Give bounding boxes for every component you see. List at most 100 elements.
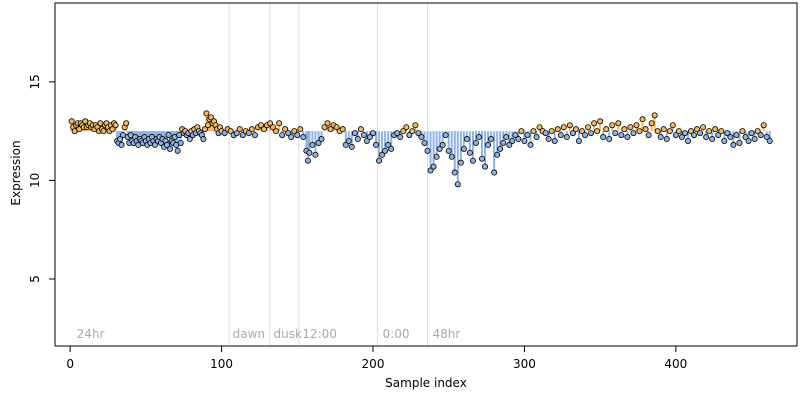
data-point <box>442 132 449 139</box>
time-annotation: dusk <box>274 327 302 341</box>
data-point <box>221 130 228 137</box>
data-point <box>557 132 564 139</box>
data-point <box>351 130 358 137</box>
data-point <box>200 136 207 143</box>
data-point <box>545 136 552 143</box>
data-point <box>588 130 595 137</box>
data-point <box>164 141 171 148</box>
data-point <box>645 132 652 139</box>
data-point <box>227 128 234 135</box>
data-point <box>400 128 407 135</box>
data-point <box>494 151 501 158</box>
data-point <box>730 141 737 148</box>
data-point <box>436 145 443 152</box>
data-point <box>479 155 486 162</box>
x-tick-label: 0 <box>66 357 74 371</box>
data-points <box>68 110 773 188</box>
data-point <box>327 126 334 133</box>
data-point <box>582 132 589 139</box>
data-point <box>469 157 476 164</box>
x-tick-label: 300 <box>513 357 536 371</box>
y-axis-label: Expression <box>9 140 23 205</box>
data-point <box>597 118 604 125</box>
data-point <box>282 126 289 133</box>
data-point <box>697 130 704 137</box>
data-point <box>748 130 755 137</box>
data-point <box>186 136 193 143</box>
data-point <box>233 130 240 137</box>
data-point <box>660 126 667 133</box>
data-point <box>267 120 274 127</box>
data-point <box>415 130 422 137</box>
data-point <box>300 134 307 141</box>
data-point <box>151 141 158 148</box>
data-point <box>279 132 286 139</box>
data-point <box>742 134 749 141</box>
data-point <box>760 122 767 129</box>
y-tick-label: 5 <box>28 275 42 283</box>
data-point <box>294 132 301 139</box>
data-point <box>594 128 601 135</box>
data-point <box>651 112 658 119</box>
data-point <box>309 141 316 148</box>
data-point <box>624 134 631 141</box>
data-point <box>551 137 558 144</box>
data-point <box>736 139 743 146</box>
data-point <box>548 128 555 135</box>
data-point <box>357 126 364 133</box>
data-point <box>239 132 246 139</box>
data-point <box>318 136 325 143</box>
data-point <box>621 126 628 133</box>
data-point <box>257 122 264 129</box>
data-point <box>412 122 419 129</box>
data-point <box>203 110 210 117</box>
data-point <box>118 141 125 148</box>
data-point <box>273 128 280 135</box>
data-point <box>706 128 713 135</box>
data-point <box>615 120 622 127</box>
data-point <box>409 128 416 135</box>
plot-frame <box>54 2 798 347</box>
data-point <box>304 157 311 164</box>
data-point <box>421 139 428 146</box>
data-point <box>569 130 576 137</box>
data-point <box>348 143 355 150</box>
data-point <box>306 149 313 156</box>
data-point <box>642 126 649 133</box>
data-point <box>703 134 710 141</box>
x-axis-label: Sample index <box>385 376 467 390</box>
data-point <box>260 126 267 133</box>
x-tick-label: 400 <box>664 357 687 371</box>
data-point <box>430 163 437 170</box>
data-point <box>112 122 119 129</box>
data-point <box>165 132 172 139</box>
data-point <box>618 132 625 139</box>
data-point <box>276 120 283 127</box>
data-point <box>609 122 616 129</box>
data-point <box>563 134 570 141</box>
data-point <box>312 151 319 158</box>
data-point <box>366 134 373 141</box>
data-point <box>497 145 504 152</box>
data-point <box>700 124 707 131</box>
data-point <box>324 120 331 127</box>
data-point <box>363 137 370 144</box>
time-annotation: 12:00 <box>302 327 337 341</box>
data-point <box>177 139 184 146</box>
data-point <box>427 167 434 174</box>
data-point <box>603 126 610 133</box>
data-point <box>291 128 298 135</box>
data-point <box>715 132 722 139</box>
data-point <box>515 136 522 143</box>
data-point <box>315 139 322 146</box>
data-point <box>657 134 664 141</box>
data-point <box>236 126 243 133</box>
data-point <box>463 136 470 143</box>
data-point <box>485 141 492 148</box>
data-point <box>321 124 328 131</box>
time-annotation: dawn <box>233 327 265 341</box>
data-point <box>439 141 446 148</box>
data-point <box>521 137 528 144</box>
data-point <box>733 132 740 139</box>
data-point <box>117 136 124 143</box>
